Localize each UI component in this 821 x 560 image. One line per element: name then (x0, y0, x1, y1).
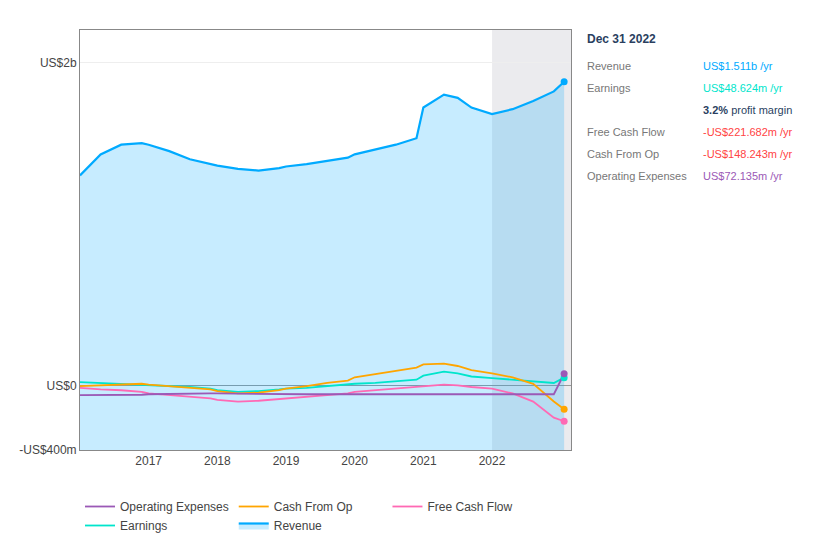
svg-text:2021: 2021 (410, 454, 437, 468)
svg-text:Earnings: Earnings (120, 519, 167, 533)
svg-text:Revenue: Revenue (587, 60, 631, 72)
svg-text:2017: 2017 (135, 454, 162, 468)
svg-text:-US$400m: -US$400m (19, 443, 76, 457)
svg-text:Free Cash Flow: Free Cash Flow (587, 126, 665, 138)
svg-text:Operating Expenses: Operating Expenses (587, 170, 687, 182)
svg-text:Cash From Op: Cash From Op (587, 148, 659, 160)
svg-text:Revenue: Revenue (274, 519, 322, 533)
svg-text:2019: 2019 (273, 454, 300, 468)
svg-text:-US$221.682m /yr: -US$221.682m /yr (703, 126, 793, 138)
svg-text:US$0: US$0 (47, 379, 77, 393)
svg-text:Cash From Op: Cash From Op (274, 500, 353, 514)
svg-text:US$2b: US$2b (40, 56, 77, 70)
svg-text:2018: 2018 (204, 454, 231, 468)
svg-text:Operating Expenses: Operating Expenses (120, 500, 229, 514)
svg-text:Earnings: Earnings (587, 82, 631, 94)
svg-text:2022: 2022 (479, 454, 506, 468)
svg-text:-US$148.243m /yr: -US$148.243m /yr (703, 148, 793, 160)
svg-text:US$48.624m /yr: US$48.624m /yr (703, 82, 783, 94)
svg-text:2020: 2020 (341, 454, 368, 468)
svg-text:US$1.511b /yr: US$1.511b /yr (703, 60, 773, 72)
svg-text:US$72.135m /yr: US$72.135m /yr (703, 170, 783, 182)
svg-text:Dec 31 2022: Dec 31 2022 (587, 32, 656, 46)
svg-text:Free Cash Flow: Free Cash Flow (427, 500, 512, 514)
svg-text:3.2% profit margin: 3.2% profit margin (703, 104, 792, 116)
